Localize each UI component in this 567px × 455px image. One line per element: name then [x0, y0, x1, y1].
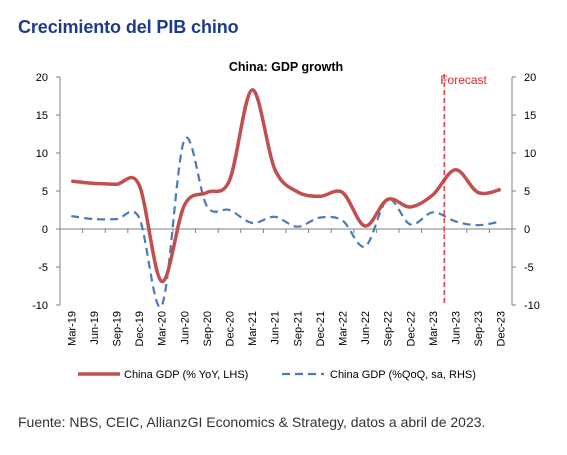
series-yoy-line — [71, 88, 502, 284]
x-axis-tick-label: Sep-19 — [112, 311, 124, 346]
right-axis-tick-label: 20 — [524, 72, 536, 84]
x-axis-tick-label: Dec-23 — [496, 311, 508, 346]
x-axis-tick-label: Mar-21 — [247, 311, 259, 346]
x-axis-tick-label: Sep-21 — [292, 311, 304, 346]
x-axis-tick-label: Sep-20 — [202, 311, 214, 346]
right-axis-tick-label: 0 — [524, 224, 530, 236]
left-axis-tick-label: 0 — [42, 224, 48, 236]
chart-title: China: GDP growth — [229, 60, 343, 74]
legend-label-qoq: China GDP (%QoQ, sa, RHS) — [330, 369, 476, 381]
x-axis-tick-label: Mar-20 — [157, 311, 169, 346]
source-caption: Fuente: NBS, CEIC, AllianzGI Economics &… — [18, 414, 486, 430]
x-axis-tick-label: Jun-19 — [89, 311, 101, 345]
x-axis-tick-label: Jun-21 — [270, 311, 282, 345]
page-title: Crecimiento del PIB chino — [18, 17, 239, 37]
x-axis-tick-label: Dec-20 — [225, 311, 237, 346]
right-axis-tick-label: -10 — [524, 300, 540, 312]
gdp-growth-chart: China: GDP growth 20 15 10 5 0 -5 -10 20 15 10 5 0 -… — [32, 60, 540, 381]
legend-label-yoy: China GDP (% YoY, LHS) — [124, 369, 248, 381]
left-axis-tick-label: -5 — [38, 262, 48, 274]
x-axis-tick-label: Mar-19 — [66, 311, 78, 346]
series-qoq-line — [71, 136, 501, 309]
right-axis-tick-label: -5 — [524, 262, 534, 274]
x-axis-tick-label: Jun-20 — [179, 311, 191, 345]
x-axis-tick-label: Dec-21 — [315, 311, 327, 346]
series-lines — [71, 88, 502, 309]
x-axis-tick-label: Sep-23 — [473, 311, 485, 346]
right-axis-tick-label: 5 — [524, 186, 530, 198]
right-axis-tick-label: 15 — [524, 110, 536, 122]
x-axis-tick-label: Mar-23 — [428, 311, 440, 346]
tick-labels: 20 15 10 5 0 -5 -10 20 15 10 5 0 -5 -10 Mar-19 Jun-19 Se… — [32, 72, 540, 346]
right-axis-tick-label: 10 — [524, 148, 536, 160]
x-axis-tick-label: Dec-19 — [134, 311, 146, 346]
legend: China GDP (% YoY, LHS) China GDP (%QoQ, s… — [78, 369, 476, 381]
axes — [56, 76, 516, 306]
x-axis-tick-label: Dec-22 — [405, 311, 417, 346]
left-axis-tick-label: 20 — [36, 72, 48, 84]
forecast-label: Forecast — [440, 73, 487, 87]
left-axis-tick-label: 5 — [42, 186, 48, 198]
left-axis-tick-label: 15 — [36, 110, 48, 122]
x-axis-tick-label: Sep-22 — [383, 311, 395, 346]
x-axis-tick-label: Jun-23 — [451, 311, 463, 345]
left-axis-tick-label: -10 — [32, 300, 48, 312]
left-axis-tick-label: 10 — [36, 148, 48, 160]
x-axis-tick-label: Jun-22 — [360, 311, 372, 345]
x-axis-tick-label: Mar-22 — [338, 311, 350, 346]
forecast-marker: Forecast — [440, 73, 488, 305]
